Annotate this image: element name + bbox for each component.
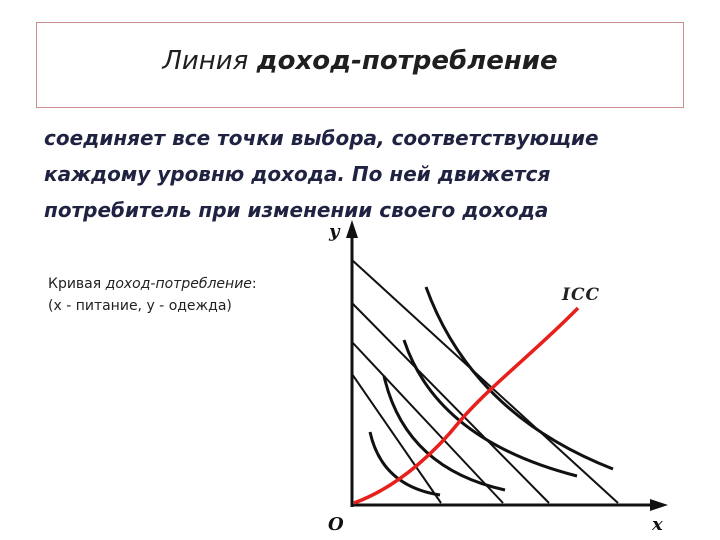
budget-line-2 xyxy=(351,341,504,504)
caption-colon: : xyxy=(251,276,257,292)
budget-line-4 xyxy=(351,259,619,504)
x-axis-arrow xyxy=(650,499,668,511)
icc-label: ICC xyxy=(561,285,600,305)
budget-line-3 xyxy=(351,302,550,504)
indifference-curve-3 xyxy=(402,339,578,478)
description-line-1: соединяет все точки выбора, соответствую… xyxy=(44,126,599,150)
description: соединяет все точки выбора, соответствую… xyxy=(44,120,684,228)
figure-caption: Кривая доход-потребление: (x - питание, … xyxy=(48,273,257,317)
budget-line-1 xyxy=(351,373,442,504)
indifference-curve-2 xyxy=(382,375,506,492)
description-line-3: потребитель при изменении своего дохода xyxy=(44,198,549,222)
caption-italic: доход-потребление xyxy=(105,276,252,292)
x-axis-label: x xyxy=(651,514,663,535)
title-bold: доход-потребление xyxy=(256,46,558,76)
title-plain: Линия xyxy=(162,46,257,76)
indifference-curve-4 xyxy=(424,286,614,471)
caption-line-1: Кривая доход-потребление: xyxy=(48,273,257,295)
caption-plain: Кривая xyxy=(48,276,106,292)
icc-curve xyxy=(353,306,580,505)
origin-label: O xyxy=(328,514,344,535)
indifference-curve-1 xyxy=(368,431,441,497)
description-line-2: каждому уровню дохода. По ней движется xyxy=(44,162,551,186)
caption-line-2: (x - питание, y - одежда) xyxy=(48,298,232,314)
title-box xyxy=(36,22,684,108)
slide-title: Линия доход-потребление xyxy=(0,46,720,76)
y-axis-arrow xyxy=(346,220,358,238)
y-axis-label: y xyxy=(328,221,341,242)
